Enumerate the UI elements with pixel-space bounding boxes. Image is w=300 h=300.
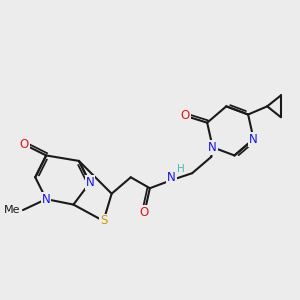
Text: O: O (140, 206, 149, 219)
Text: N: N (85, 176, 94, 189)
Text: H: H (177, 164, 185, 174)
Text: N: N (249, 133, 258, 146)
Text: S: S (100, 214, 107, 227)
Text: O: O (20, 138, 29, 151)
Text: Me: Me (4, 205, 21, 215)
Text: O: O (181, 110, 190, 122)
Text: N: N (208, 141, 217, 154)
Text: N: N (167, 171, 176, 184)
Text: N: N (42, 193, 50, 206)
